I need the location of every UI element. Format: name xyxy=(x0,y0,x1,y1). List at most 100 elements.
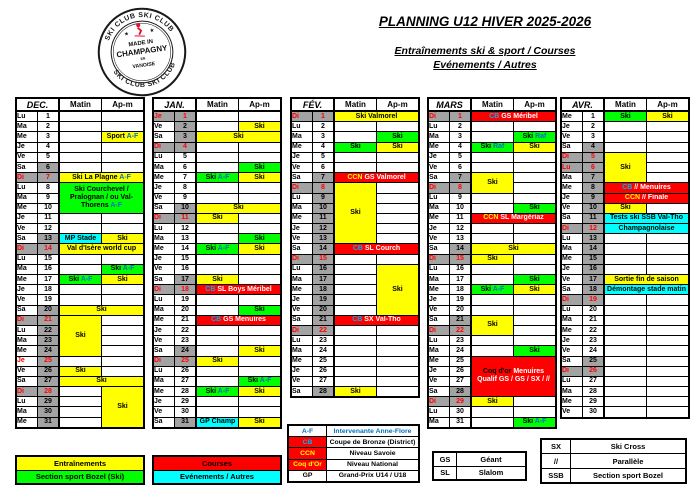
day-cell: Lu xyxy=(152,365,175,377)
empty-cell xyxy=(646,365,690,377)
event-cell: Ski A-F xyxy=(470,284,514,296)
date-cell: 4 xyxy=(582,141,605,153)
empty-cell xyxy=(646,345,690,357)
event-label: Raf xyxy=(493,143,505,151)
empty-cell xyxy=(58,263,102,276)
event-label: Ski xyxy=(110,265,123,273)
date-cell: 16 xyxy=(449,263,472,276)
day-cell: Ve xyxy=(15,223,38,235)
event-cell: Ski xyxy=(333,141,377,153)
date-cell: 15 xyxy=(582,253,605,265)
legend-disciplines-block: GS Géant SL Slalom xyxy=(432,451,527,481)
event-label: Ski xyxy=(392,132,403,140)
empty-cell xyxy=(238,355,282,367)
day-cell: Ve xyxy=(152,192,175,204)
empty-cell xyxy=(646,263,690,276)
day-cell: Je xyxy=(560,192,583,204)
event-label: A-F xyxy=(492,285,505,293)
day-cell: Sa xyxy=(560,141,583,153)
day-cell: Ma xyxy=(427,273,450,286)
date-cell: 25 xyxy=(312,355,335,367)
date-cell: 12 xyxy=(582,223,605,235)
event-label: Ski xyxy=(620,163,631,171)
event-cell: Ski A-F xyxy=(195,172,239,184)
event-cell: Ski xyxy=(195,202,282,214)
empty-cell xyxy=(376,212,420,225)
empty-cell xyxy=(376,233,420,245)
event-label: Ski xyxy=(205,173,218,181)
event-cell: Ski xyxy=(603,151,647,184)
event-cell: CB // Menuires xyxy=(603,182,690,194)
day-cell: Sa xyxy=(290,243,313,255)
date-cell: 27 xyxy=(582,375,605,388)
empty-cell xyxy=(646,355,690,367)
date-cell: 15 xyxy=(174,253,197,265)
column-header-apm: Ap-m xyxy=(646,97,690,112)
event-label: Ski xyxy=(487,321,498,329)
empty-cell xyxy=(513,172,557,184)
date-cell: 19 xyxy=(582,294,605,306)
date-cell: 28 xyxy=(312,386,335,398)
day-cell: Di xyxy=(152,212,175,225)
month-table-dec: DEC. Matin Ap-m Lu 1 Ma 2 Me 3 Sport A-F Je 4 Ve 5 Sa 6… xyxy=(15,97,145,429)
event-cell: Ski xyxy=(238,243,282,255)
event-cell: Ski A-F xyxy=(238,375,282,388)
event-label: SL Courch xyxy=(364,245,401,253)
empty-cell xyxy=(195,304,239,316)
event-label: A-F xyxy=(217,245,230,253)
event-label: SL Margériaz xyxy=(500,214,544,222)
day-cell: Lu xyxy=(427,192,450,204)
event-label: CCN xyxy=(624,194,643,202)
date-cell: 8 xyxy=(449,182,472,194)
event-label: Tests ski SSB Val-Tho xyxy=(609,214,683,222)
legend-value: Niveau National xyxy=(326,458,420,471)
empty-cell xyxy=(470,161,514,174)
empty-cell xyxy=(470,202,514,214)
date-cell: 20 xyxy=(37,304,60,316)
event-cell: Ski xyxy=(195,131,282,143)
event-cell: CB GS Méribel xyxy=(470,110,557,123)
day-cell: Sa xyxy=(560,212,583,225)
day-cell: Je xyxy=(152,182,175,194)
legend-codes-block: SX Ski Cross//Parallèle SSB Section sport B… xyxy=(540,438,687,485)
date-cell: 9 xyxy=(449,192,472,204)
month-table-fv: FÉV. Matin Ap-m Di 1 Ski Valmorel Lu 2 Ma 3 Ski Me 4… xyxy=(290,97,420,399)
legend-type-label: Section sport Bozel (Ski) xyxy=(15,469,145,485)
month-table-jan: JAN. Matin Ap-m Je 1 Ve 2 Ski Sa 3 Ski Di 4 Lu 5 Ma 6 Ski… xyxy=(152,97,282,429)
day-cell: Lu xyxy=(560,304,583,316)
event-label: Ski xyxy=(233,132,244,140)
day-cell: Je xyxy=(290,294,313,306)
event-label: Ski xyxy=(75,331,86,339)
empty-cell xyxy=(646,406,690,419)
empty-cell xyxy=(470,345,514,357)
day-cell: Di xyxy=(427,396,450,408)
event-label: Ski Courchevel / Pralognan / ou Val-Thor… xyxy=(69,186,133,210)
empty-cell xyxy=(376,345,420,357)
day-cell: Sa xyxy=(290,314,313,326)
day-cell: Lu xyxy=(427,406,450,418)
date-cell: 30 xyxy=(37,406,60,418)
day-cell: Ma xyxy=(290,345,313,357)
empty-cell xyxy=(513,192,557,204)
event-label: A-F xyxy=(217,387,230,395)
event-cell: Ski xyxy=(58,314,102,357)
day-cell: Je xyxy=(152,110,175,123)
empty-cell xyxy=(333,365,377,377)
legend-value: Ski Cross xyxy=(570,438,687,455)
day-cell: Lu xyxy=(15,182,38,194)
empty-cell xyxy=(513,223,557,235)
day-cell: Ve xyxy=(152,121,175,133)
event-cell: Ski xyxy=(603,110,647,123)
empty-cell xyxy=(646,233,690,245)
column-header-matin: Matin xyxy=(603,97,647,112)
event-cell: Ski xyxy=(101,273,145,286)
day-cell: Ve xyxy=(152,335,175,347)
day-cell: Lu xyxy=(427,335,450,347)
day-cell: Lu xyxy=(290,335,313,347)
date-cell: 7 xyxy=(174,172,197,184)
date-cell: 22 xyxy=(174,324,197,337)
empty-cell xyxy=(195,192,239,204)
empty-cell xyxy=(603,355,647,367)
legend-value: Intervenante Anne-Flore xyxy=(326,424,420,438)
day-cell: Di xyxy=(290,324,313,337)
